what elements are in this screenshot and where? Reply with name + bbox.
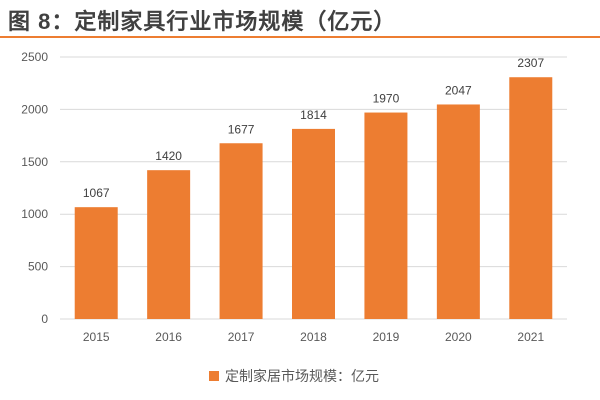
y-tick-label: 1500 [21,155,48,169]
figure-title: 图 8：定制家具行业市场规模（亿元） [8,9,397,34]
y-tick-label: 2500 [21,50,48,64]
bar [74,207,118,319]
bar [509,77,553,319]
legend-swatch [209,371,219,381]
bar [147,170,191,319]
bar [436,104,480,320]
x-tick-label: 2016 [155,330,182,344]
title-divider [0,36,600,38]
data-label: 1067 [83,186,110,200]
y-tick-label: 500 [28,260,48,274]
data-label: 1420 [155,149,182,163]
data-label: 2307 [517,56,544,70]
data-label: 2047 [445,83,472,97]
x-tick-label: 2018 [300,330,327,344]
data-label: 1677 [228,122,255,136]
bar [219,143,263,319]
x-tick-label: 2017 [228,330,255,344]
x-tick-label: 2015 [83,330,110,344]
legend-label: 定制家居市场规模：亿元 [225,368,379,384]
legend: 定制家居市场规模：亿元 [209,366,379,386]
x-tick-label: 2020 [445,330,472,344]
y-tick-label: 2000 [21,102,48,116]
bar [292,128,335,319]
data-label: 1970 [373,92,400,106]
bar [364,112,408,319]
y-tick-label: 0 [41,312,48,326]
x-tick-label: 2019 [373,330,400,344]
y-tick-label: 1000 [21,207,48,221]
data-label: 1814 [300,108,327,122]
x-tick-label: 2021 [517,330,544,344]
